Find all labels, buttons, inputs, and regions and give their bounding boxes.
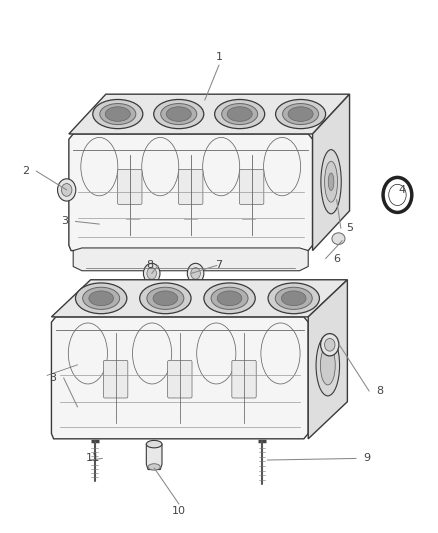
Ellipse shape (161, 103, 197, 125)
Text: 6: 6 (333, 254, 340, 263)
FancyBboxPatch shape (179, 169, 203, 205)
Circle shape (191, 268, 200, 279)
Ellipse shape (275, 287, 312, 309)
FancyBboxPatch shape (232, 360, 256, 398)
Polygon shape (51, 317, 308, 439)
Ellipse shape (320, 346, 335, 385)
FancyBboxPatch shape (117, 169, 142, 205)
Ellipse shape (105, 107, 131, 122)
Ellipse shape (276, 100, 325, 128)
Ellipse shape (140, 283, 191, 314)
Ellipse shape (288, 107, 313, 122)
Polygon shape (69, 134, 313, 251)
Circle shape (383, 177, 412, 213)
FancyBboxPatch shape (168, 360, 192, 398)
Ellipse shape (93, 100, 143, 128)
Polygon shape (51, 280, 347, 317)
Ellipse shape (332, 233, 345, 245)
Ellipse shape (328, 173, 334, 190)
Ellipse shape (153, 291, 178, 306)
Polygon shape (308, 280, 347, 439)
Circle shape (321, 334, 339, 356)
Circle shape (389, 184, 406, 206)
Circle shape (61, 183, 72, 196)
Circle shape (57, 179, 76, 201)
Ellipse shape (268, 283, 319, 314)
Text: 8: 8 (146, 261, 153, 270)
FancyBboxPatch shape (103, 360, 128, 398)
Ellipse shape (83, 287, 120, 309)
Circle shape (187, 263, 204, 284)
Circle shape (147, 268, 156, 279)
Ellipse shape (282, 291, 306, 306)
Ellipse shape (100, 103, 136, 125)
Ellipse shape (154, 100, 204, 128)
Ellipse shape (147, 287, 184, 309)
Ellipse shape (148, 464, 160, 470)
Text: 8: 8 (377, 386, 384, 396)
Ellipse shape (227, 107, 252, 122)
Text: 3: 3 (61, 216, 68, 227)
Polygon shape (73, 248, 308, 271)
Text: 2: 2 (22, 166, 29, 176)
Circle shape (144, 263, 160, 284)
Text: 1: 1 (215, 52, 223, 62)
Ellipse shape (321, 150, 341, 214)
Ellipse shape (89, 291, 113, 306)
Text: 7: 7 (215, 261, 223, 270)
Text: 5: 5 (346, 223, 353, 233)
Text: 4: 4 (398, 184, 405, 195)
Text: 3: 3 (49, 373, 56, 383)
Ellipse shape (215, 100, 265, 128)
Ellipse shape (146, 440, 162, 448)
Text: 10: 10 (172, 506, 186, 516)
Ellipse shape (166, 107, 191, 122)
Polygon shape (146, 444, 162, 470)
Text: 9: 9 (364, 454, 371, 463)
Ellipse shape (211, 287, 248, 309)
Ellipse shape (316, 335, 339, 396)
Ellipse shape (217, 291, 242, 306)
Ellipse shape (75, 283, 127, 314)
Ellipse shape (222, 103, 258, 125)
Polygon shape (313, 94, 350, 251)
Ellipse shape (204, 283, 255, 314)
Circle shape (325, 338, 335, 351)
Text: 11: 11 (86, 454, 100, 463)
Polygon shape (69, 94, 350, 134)
FancyBboxPatch shape (240, 169, 264, 205)
Ellipse shape (283, 103, 318, 125)
Ellipse shape (325, 161, 338, 202)
